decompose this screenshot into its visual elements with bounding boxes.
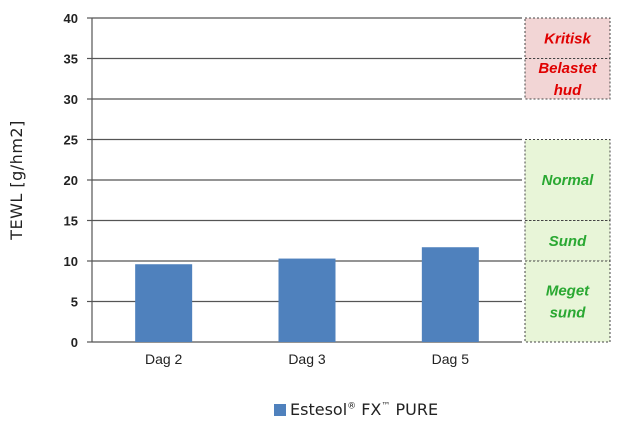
legend-label: Estesol® FX™ PURE <box>290 400 439 419</box>
zone-box <box>524 139 611 221</box>
zone-label: Kritisk <box>544 30 591 47</box>
y-tick-label: 15 <box>64 214 78 229</box>
zone-label: Belastet <box>538 60 597 77</box>
y-tick-label: 5 <box>71 295 78 310</box>
y-tick-label: 35 <box>64 52 78 67</box>
y-tick-labels: 0 5 10 15 20 25 30 35 40 <box>64 11 78 350</box>
bars <box>135 247 479 342</box>
y-tick-label: 25 <box>64 133 78 148</box>
bar <box>421 247 479 342</box>
x-tick-label: Dag 2 <box>145 351 183 367</box>
x-tick-label: Dag 5 <box>432 351 470 367</box>
legend-swatch <box>274 403 286 416</box>
x-tick-labels: Dag 2 Dag 3 Dag 5 <box>145 351 469 367</box>
zone-label: Meget <box>546 283 590 300</box>
zone-label: sund <box>550 305 587 322</box>
skin-zones-panel: Kritisk Belastet hud Normal Sund Meget sund <box>524 17 611 343</box>
x-tick-label: Dag 3 <box>288 351 326 367</box>
y-tick-label: 0 <box>71 335 78 350</box>
zone-label: Sund <box>549 233 587 250</box>
bar <box>135 264 193 342</box>
zone-box <box>524 260 611 343</box>
y-tick-label: 20 <box>64 173 78 188</box>
y-tick-label: 30 <box>64 92 78 107</box>
bar <box>278 258 336 342</box>
zone-label: hud <box>554 82 582 99</box>
y-axis-label: TEWL [g/hm2] <box>7 120 26 241</box>
legend: Estesol® FX™ PURE <box>274 400 438 419</box>
zone-box <box>524 17 611 59</box>
zone-box <box>524 58 611 100</box>
y-tick-label: 10 <box>64 254 78 269</box>
zone-label: Normal <box>542 172 595 189</box>
y-tick-label: 40 <box>64 11 78 26</box>
